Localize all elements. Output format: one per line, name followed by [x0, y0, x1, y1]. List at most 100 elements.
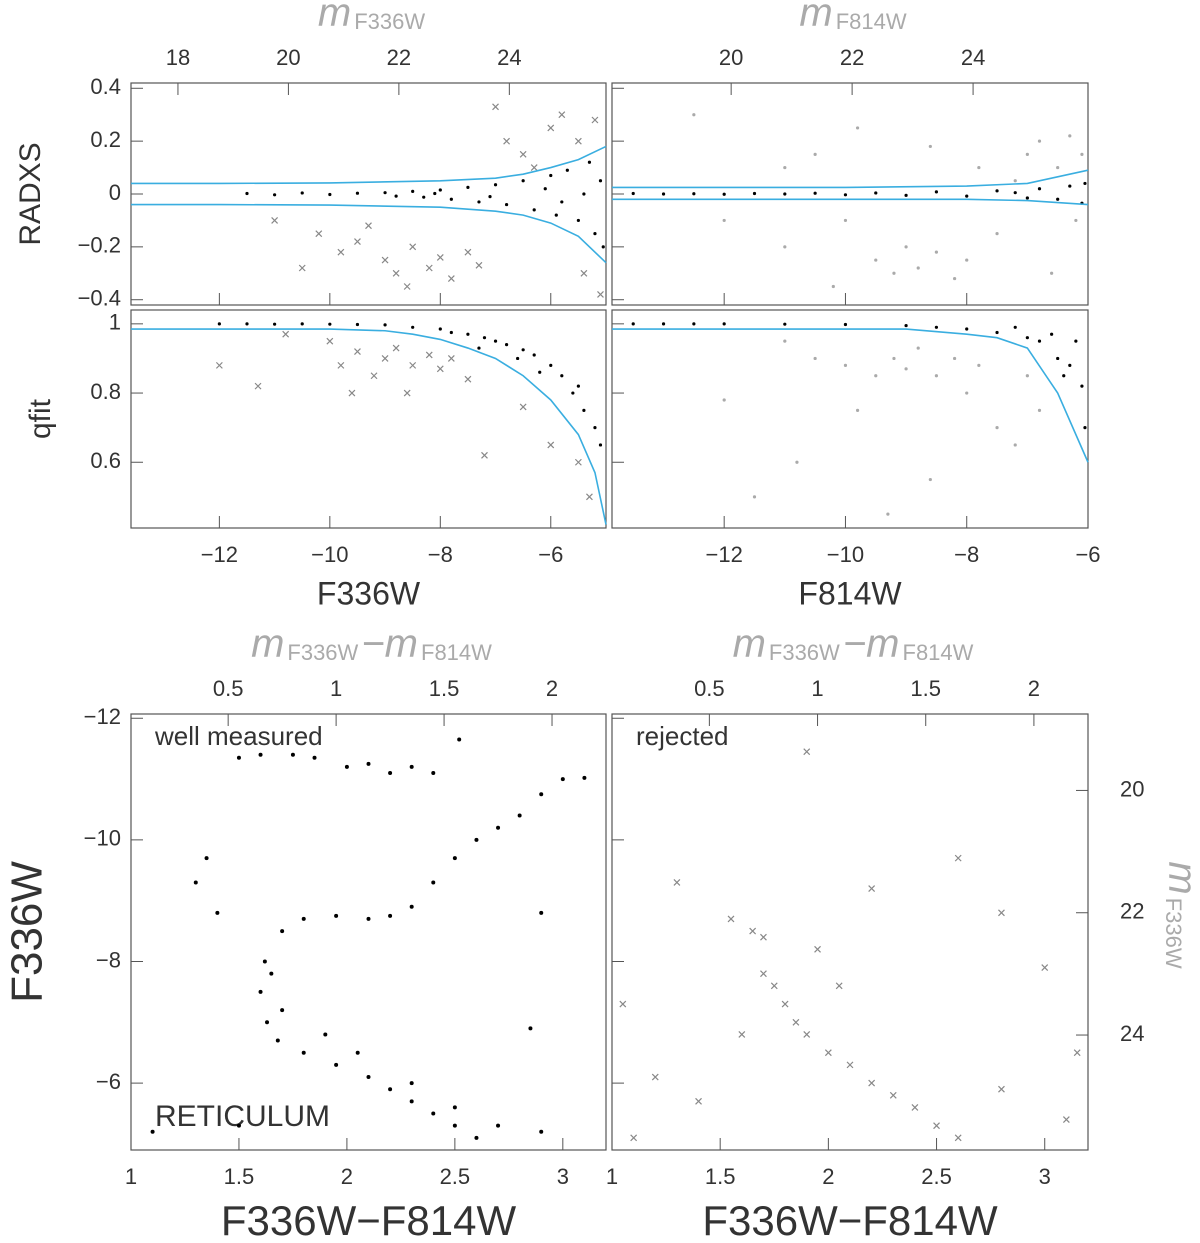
y2-tick-label: 24: [1120, 1021, 1144, 1046]
data-point: [394, 194, 398, 198]
rejected-point: [954, 1134, 962, 1142]
data-point: [245, 322, 249, 326]
rejected-point: [781, 1000, 789, 1008]
data-point: [265, 1020, 270, 1025]
x-tick-label: −8: [428, 542, 453, 567]
data-point: [560, 374, 564, 378]
data-point: [438, 327, 442, 331]
label-subscript: F814W: [836, 9, 907, 34]
rejected-point: [547, 441, 555, 449]
x-tick-label: 3: [1039, 1164, 1051, 1189]
data-point: [582, 775, 587, 780]
x-tick-label: −6: [538, 542, 563, 567]
rejected-point: [464, 375, 472, 383]
data-point: [977, 165, 981, 170]
data-point: [831, 284, 835, 289]
data-point: [855, 126, 860, 130]
annotation: rejected: [636, 721, 729, 751]
data-point: [843, 322, 848, 327]
x-tick-label: 1.5: [705, 1164, 736, 1189]
rejected-point: [425, 351, 433, 359]
data-point: [290, 752, 295, 757]
label-subscript: F336W: [1161, 898, 1186, 969]
x2-tick-label: 18: [166, 45, 190, 70]
data-point: [269, 971, 274, 976]
rejected-point: [436, 365, 444, 373]
rejected-point: [492, 103, 499, 111]
data-point: [388, 913, 393, 918]
data-point: [843, 363, 848, 367]
data-point: [355, 191, 360, 195]
rejected-point: [381, 355, 389, 362]
data-point: [217, 322, 221, 326]
x-tick-label: −8: [954, 542, 979, 567]
data-point: [388, 1087, 393, 1092]
x2-tick-label: 24: [961, 45, 985, 70]
data-point: [528, 1026, 533, 1031]
x2-tick-label: 0.5: [213, 676, 244, 701]
rejected-point: [574, 458, 582, 466]
data-point: [516, 356, 520, 361]
selection-boundary: [612, 169, 1089, 189]
x-axis-label: F336W−F814W: [221, 1197, 517, 1243]
y-tick-label: −0.4: [78, 286, 121, 311]
label-symbol: −m: [843, 622, 900, 666]
panel-frame: [130, 309, 607, 529]
data-point: [344, 764, 349, 769]
data-point: [904, 245, 908, 249]
x-tick-label: 3: [557, 1164, 569, 1189]
x-tick-label: −10: [827, 542, 864, 567]
rejected-point: [481, 451, 488, 459]
data-point: [409, 764, 414, 769]
selection-boundary: [612, 198, 1089, 206]
data-point: [449, 197, 453, 201]
data-point: [300, 322, 304, 326]
data-point: [496, 825, 501, 830]
data-point: [916, 346, 920, 350]
x-tick-label: 2.5: [921, 1164, 952, 1189]
data-point: [692, 113, 696, 117]
label-symbol: m: [251, 622, 284, 666]
data-point: [928, 144, 932, 149]
x2-tick-label: 0.5: [694, 676, 725, 701]
label-subscript: F814W: [903, 640, 974, 665]
data-point: [301, 916, 306, 921]
rejected-point: [792, 1018, 800, 1026]
y-tick-label: −10: [84, 826, 121, 851]
rejected-point: [354, 238, 361, 245]
data-point: [965, 327, 969, 331]
data-point: [783, 339, 787, 343]
data-point: [431, 880, 436, 885]
data-point: [452, 856, 457, 861]
data-point: [493, 183, 498, 187]
data-point: [334, 1062, 339, 1067]
data-point: [504, 202, 509, 207]
data-point: [813, 152, 817, 156]
data-point: [258, 989, 263, 994]
data-point: [543, 187, 547, 191]
rejected-point: [1041, 964, 1049, 971]
data-point: [150, 1129, 155, 1134]
data-point: [874, 258, 878, 262]
data-point: [328, 322, 332, 326]
data-point: [539, 910, 544, 915]
data-point: [366, 916, 371, 921]
data-point: [783, 245, 787, 249]
data-point: [995, 232, 999, 236]
data-point: [1068, 363, 1072, 367]
data-point: [215, 910, 220, 915]
data-point: [916, 266, 920, 270]
panel-frame: [130, 713, 607, 1151]
data-point: [1013, 325, 1017, 329]
data-point: [995, 426, 999, 430]
data-point: [521, 179, 525, 183]
rejected-point: [738, 1031, 746, 1038]
data-point: [1080, 384, 1084, 388]
rejected-point: [760, 970, 767, 978]
data-point: [388, 770, 393, 775]
y-tick-label: 0: [109, 180, 121, 205]
data-point: [1068, 184, 1072, 188]
rejected-point: [933, 1122, 940, 1130]
data-point: [965, 258, 969, 262]
data-point: [587, 160, 592, 164]
